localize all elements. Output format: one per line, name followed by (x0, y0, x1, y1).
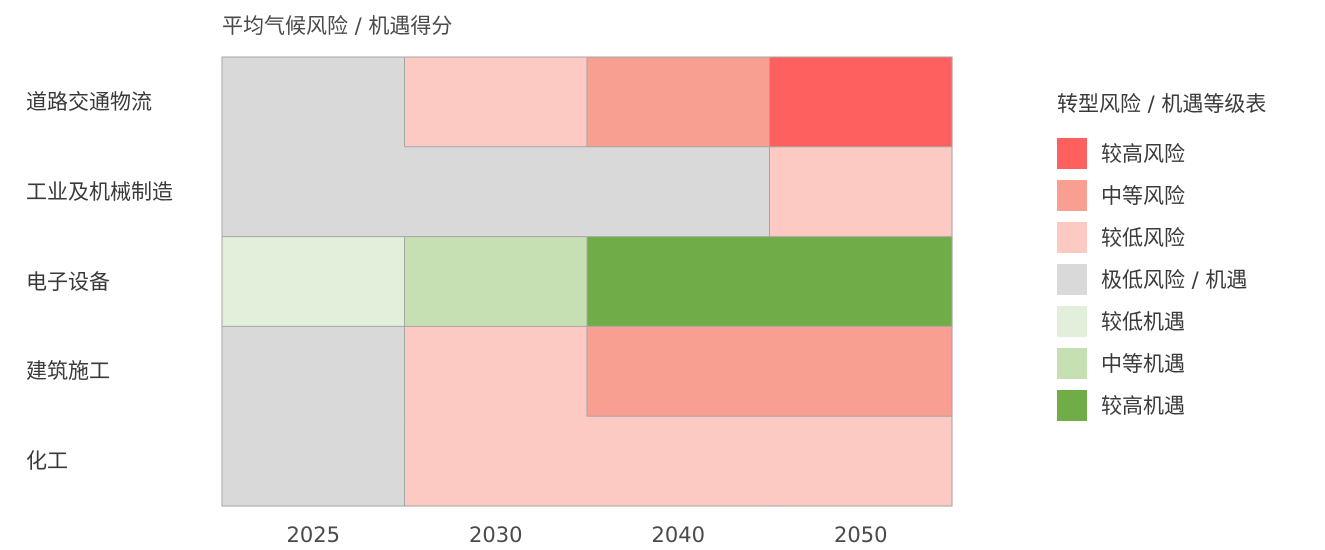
heatmap-cell (769, 326, 953, 417)
legend-item: 较低机遇 (1057, 300, 1266, 342)
legend-items: 较高风险中等风险较低风险极低风险 / 机遇 较低机遇中等机遇较高机遇 (1057, 132, 1266, 426)
legend-swatch (1057, 305, 1087, 337)
column-label: 2050 (834, 523, 888, 547)
heatmap-cell (587, 416, 771, 507)
row-label: 建筑施工 (26, 359, 110, 384)
heatmap-chart (221, 56, 953, 507)
row-label: 工业及机械制造 (26, 179, 173, 204)
legend-title: 转型风险 / 机遇等级表 (1057, 92, 1267, 116)
legend-label: 极低风险 / 机遇 (1101, 268, 1248, 292)
heatmap-cell (404, 326, 588, 417)
heatmap-cell (769, 146, 953, 238)
heatmap-cell (222, 57, 406, 148)
heatmap-cell (222, 146, 406, 238)
row-label: 化工 (26, 449, 68, 474)
heatmap-cell (769, 236, 953, 327)
heatmap-cell (404, 57, 588, 148)
legend-swatch (1057, 221, 1087, 253)
heatmap-cell (222, 236, 406, 327)
heatmap-cell (587, 146, 771, 238)
legend-swatch (1057, 347, 1087, 379)
legend-label: 较高风险 (1101, 142, 1185, 166)
legend-swatch (1057, 389, 1087, 421)
legend-item: 中等机遇 (1057, 342, 1266, 384)
heatmap-cell (222, 416, 406, 507)
legend-item: 中等风险 (1057, 174, 1266, 216)
heatmap-cell (587, 57, 771, 148)
legend-item: 较低风险 (1057, 216, 1266, 258)
row-label: 道路交通物流 (26, 89, 152, 114)
legend-label: 中等风险 (1101, 184, 1185, 208)
legend-swatch (1057, 137, 1087, 169)
legend: 转型风险 / 机遇等级表 较高风险中等风险较低风险极低风险 / 机遇 较低机遇中等… (1057, 88, 1266, 426)
heatmap-cell (587, 236, 771, 327)
column-label: 2040 (651, 523, 705, 547)
legend-item: 极低风险 / 机遇 (1057, 258, 1266, 300)
heatmap-cell (404, 146, 588, 238)
legend-swatch (1057, 179, 1087, 211)
heatmap-cell (404, 416, 588, 507)
legend-label: 较高机遇 (1101, 394, 1185, 418)
legend-label: 中等机遇 (1101, 352, 1185, 376)
plot-border (221, 56, 953, 507)
row-label: 电子设备 (26, 269, 110, 294)
heatmap-cell (404, 236, 588, 327)
legend-label: 较低机遇 (1101, 310, 1185, 334)
legend-label: 较低风险 (1101, 226, 1185, 250)
chart-title: 平均气候风险 / 机遇得分 (222, 14, 453, 38)
column-label: 2030 (469, 523, 523, 547)
legend-item: 较高机遇 (1057, 384, 1266, 426)
heatmap-cell (769, 57, 953, 148)
heatmap-cell (769, 416, 953, 507)
legend-swatch (1057, 263, 1087, 295)
heatmap-cell (222, 326, 406, 417)
legend-item: 较高风险 (1057, 132, 1266, 174)
heatmap-cell (587, 326, 771, 417)
column-label: 2025 (286, 523, 340, 547)
